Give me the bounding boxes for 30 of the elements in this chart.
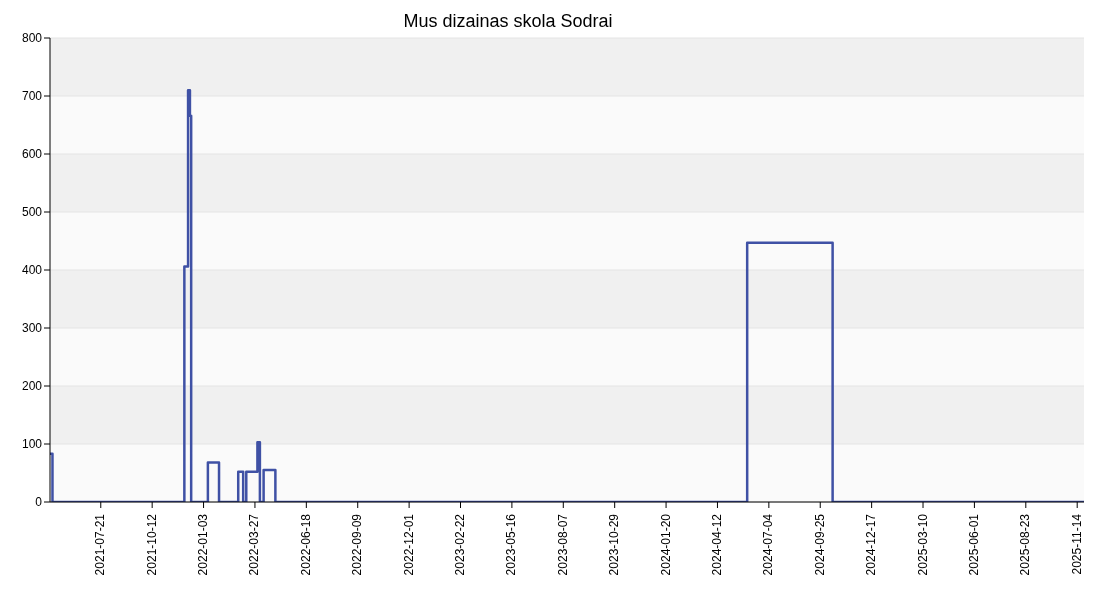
- y-tick-label: 0: [35, 495, 43, 510]
- y-tick-label: 700: [21, 89, 43, 104]
- x-tick-label: 2024-12-17: [864, 513, 879, 576]
- x-tick-label: 2024-07-04: [761, 513, 776, 576]
- y-tick-label: 300: [21, 321, 43, 336]
- x-tick-label: 2021-07-21: [93, 513, 108, 576]
- x-tick-label: 2024-09-25: [812, 513, 827, 576]
- y-tick-label: 600: [21, 147, 43, 162]
- y-tick-label: 400: [21, 263, 43, 278]
- x-tick-label: 2022-06-18: [298, 513, 313, 576]
- x-tick-label: 2023-02-22: [453, 513, 468, 576]
- x-tick-label: 2021-10-12: [144, 513, 159, 576]
- x-tick-label: 2022-01-03: [196, 513, 211, 576]
- x-tick-label: 2025-11-14: [1069, 513, 1084, 575]
- y-tick-label: 100: [21, 437, 43, 452]
- x-tick-label: 2024-01-20: [658, 513, 673, 576]
- chart-title: Mus dizainas skola Sodrai: [402, 10, 614, 32]
- x-tick-label: 2023-08-07: [555, 513, 570, 576]
- y-tick-label: 500: [21, 205, 43, 220]
- y-tick-label: 200: [21, 379, 43, 394]
- x-tick-label: 2025-08-23: [1018, 513, 1033, 576]
- x-tick-label: 2022-12-01: [401, 513, 416, 576]
- x-tick-label: 2023-10-29: [607, 513, 622, 576]
- x-tick-label: 2022-09-09: [350, 513, 365, 576]
- x-tick-label: 2022-03-27: [247, 513, 262, 576]
- y-tick-label: 800: [21, 31, 43, 46]
- x-tick-label: 2024-04-12: [709, 513, 724, 576]
- x-tick-label: 2025-06-01: [966, 513, 981, 576]
- x-tick-label: 2023-05-16: [504, 513, 519, 576]
- x-tick-label: 2025-03-10: [915, 513, 930, 576]
